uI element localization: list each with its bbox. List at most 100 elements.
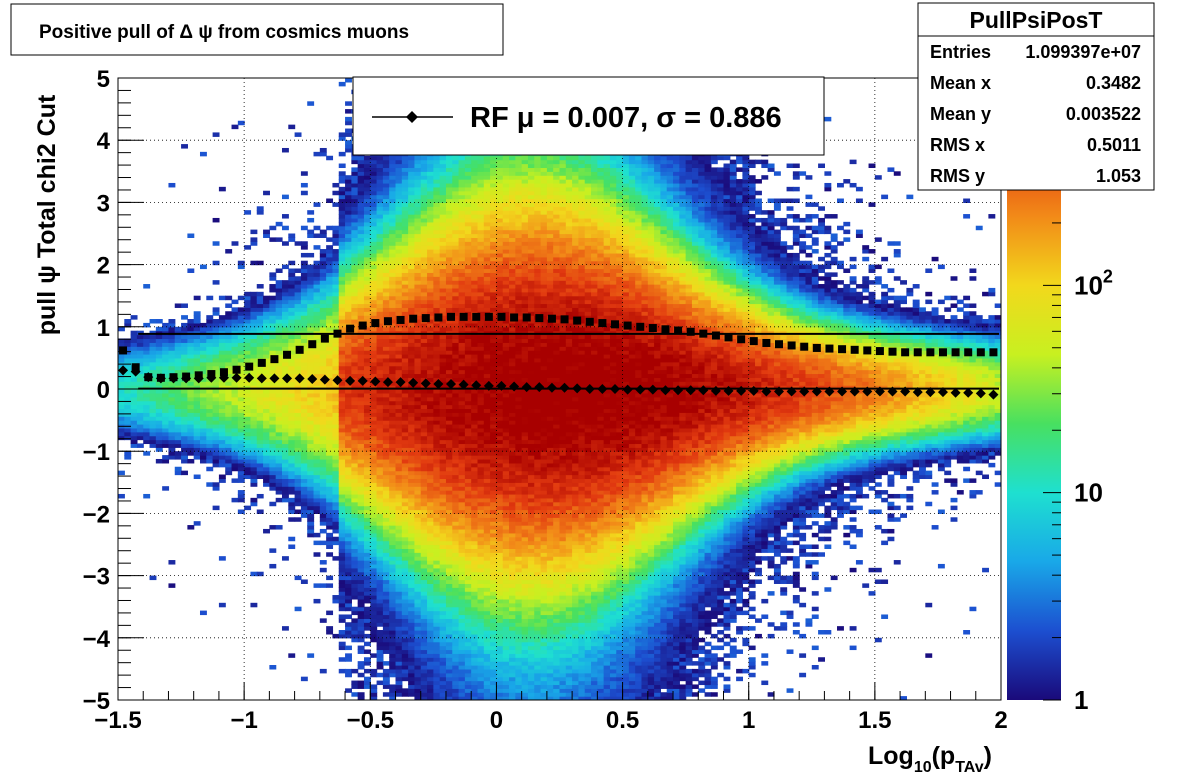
rms-marker [624, 322, 632, 330]
rms-marker [712, 332, 720, 340]
stats-row-value: 0.5011 [1087, 135, 1141, 155]
stats-row-label: RMS y [930, 166, 985, 186]
rms-marker [346, 325, 354, 333]
y-tick-label: −4 [83, 626, 111, 653]
stats-row-label: Entries [930, 42, 991, 62]
stats-row-label: RMS x [930, 135, 985, 155]
y-tick-label: −1 [83, 439, 110, 466]
rms-marker [825, 345, 833, 353]
rms-marker [964, 348, 972, 356]
rms-marker [472, 313, 480, 321]
rms-marker [270, 355, 278, 363]
legend-entry-label: RF μ = 0.007, σ = 0.886 [470, 102, 782, 134]
y-tick-label: 3 [97, 190, 110, 217]
rms-marker [586, 318, 594, 326]
rms-marker [283, 351, 291, 359]
x-tick-label: 1.5 [858, 707, 891, 734]
rms-marker [359, 322, 367, 330]
rms-marker [333, 330, 341, 338]
rms-marker [598, 319, 606, 327]
rms-marker [674, 327, 682, 335]
x-tick-label: 0.5 [606, 707, 639, 734]
stats-row-value: 1.053 [1096, 166, 1141, 186]
y-axis-label: pull ψ Total chi2 Cut [33, 94, 61, 335]
rms-marker [725, 333, 733, 341]
rms-marker [636, 323, 644, 331]
stats-row-label: Mean y [930, 104, 991, 124]
rms-marker [485, 313, 493, 321]
y-tick-label: −3 [83, 564, 110, 591]
stats-row-value: 0.003522 [1066, 104, 1141, 124]
stats-box: PullPsiPosT Entries 1.099397e+07 Mean x 0.3… [918, 3, 1154, 190]
rms-marker [699, 330, 707, 338]
rms-marker [573, 317, 581, 325]
rms-marker [952, 348, 960, 356]
rms-marker [762, 339, 770, 347]
rms-marker [384, 317, 392, 325]
rms-marker [989, 348, 997, 356]
stats-name: PullPsiPosT [970, 7, 1103, 33]
rms-marker [371, 319, 379, 327]
x-tick-label: 2 [994, 707, 1007, 734]
x-axis-label: Log10(pTAv) [868, 742, 992, 776]
rms-marker [510, 313, 518, 321]
rms-marker [775, 340, 783, 348]
rms-marker [687, 328, 695, 336]
rms-marker [245, 363, 253, 371]
x-tick-label: 0 [490, 707, 503, 734]
rms-marker [409, 315, 417, 323]
rms-marker [901, 348, 909, 356]
y-tick-label: −5 [83, 688, 110, 715]
rms-marker [296, 346, 304, 354]
rms-marker [611, 320, 619, 328]
rms-marker [561, 315, 569, 323]
rms-marker [397, 316, 405, 324]
rms-marker [548, 315, 556, 323]
rms-marker [838, 345, 846, 353]
x-tick-label: −1 [230, 707, 257, 734]
rms-marker [119, 346, 127, 354]
y-tick-label: −2 [83, 501, 110, 528]
rms-marker [233, 366, 241, 374]
y-tick-label: 2 [97, 253, 110, 280]
rms-marker [863, 346, 871, 354]
stats-row-value: 0.3482 [1086, 73, 1141, 93]
rms-marker [661, 325, 669, 333]
rms-marker [422, 314, 430, 322]
y-tick-label: 1 [97, 315, 110, 342]
rms-marker [889, 348, 897, 356]
rms-marker [939, 348, 947, 356]
rms-marker [800, 343, 808, 351]
title-box: Positive pull of Δ ψ from cosmics muons [11, 4, 503, 55]
rms-marker [788, 341, 796, 349]
rms-marker [649, 324, 657, 332]
chart-canvas: Positive pull of Δ ψ from cosmics muons … [0, 0, 1178, 778]
color-bar-label: 10 [1074, 478, 1103, 508]
color-bar-label: 1 [1074, 685, 1088, 715]
stats-row-value: 1.099397e+07 [1025, 42, 1141, 62]
rms-marker [876, 347, 884, 355]
color-bar-label: 102 [1074, 266, 1113, 300]
y-tick-label: 5 [97, 66, 110, 93]
x-tick-label: −0.5 [347, 707, 394, 734]
rms-marker [447, 313, 455, 321]
rms-marker [535, 314, 543, 322]
rms-marker [977, 348, 985, 356]
rms-marker [434, 313, 442, 321]
y-tick-label: 0 [97, 377, 110, 404]
rms-marker [258, 359, 266, 367]
rms-marker [851, 346, 859, 354]
rms-marker [308, 340, 316, 348]
rms-marker [497, 313, 505, 321]
stats-row-label: Mean x [930, 73, 991, 93]
rms-marker [460, 313, 468, 321]
rms-marker [321, 335, 329, 343]
rms-marker [737, 335, 745, 343]
rms-marker [813, 344, 821, 352]
chart-title: Positive pull of Δ ψ from cosmics muons [39, 22, 409, 43]
rms-marker [523, 313, 531, 321]
rms-marker [926, 348, 934, 356]
legend-box: RF μ = 0.007, σ = 0.886 [353, 77, 824, 155]
x-tick-label: 1 [742, 707, 755, 734]
